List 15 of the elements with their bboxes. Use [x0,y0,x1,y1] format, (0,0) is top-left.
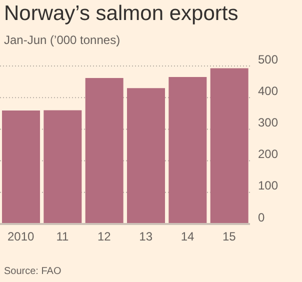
y-tick-label: 400 [258,84,278,98]
y-tick-label: 300 [258,115,278,130]
chart-subtitle: Jan-Jun (’000 tonnes) [4,33,120,47]
x-tick-label: 12 [97,230,112,244]
x-tick-label: 13 [139,230,153,244]
chart-title: Norway’s salmon exports [4,2,238,26]
x-tick-label: 15 [222,230,236,244]
x-tick-label: 14 [180,230,194,244]
y-tick-label: 200 [258,147,278,162]
y-tick-label: 100 [258,178,278,193]
source-note: Source: FAO [4,266,62,277]
y-tick-label: 0 [258,210,265,224]
x-tick-label: 11 [56,230,70,244]
y-tick-label: 500 [258,52,278,66]
x-tick-label: 2010 [7,230,35,244]
